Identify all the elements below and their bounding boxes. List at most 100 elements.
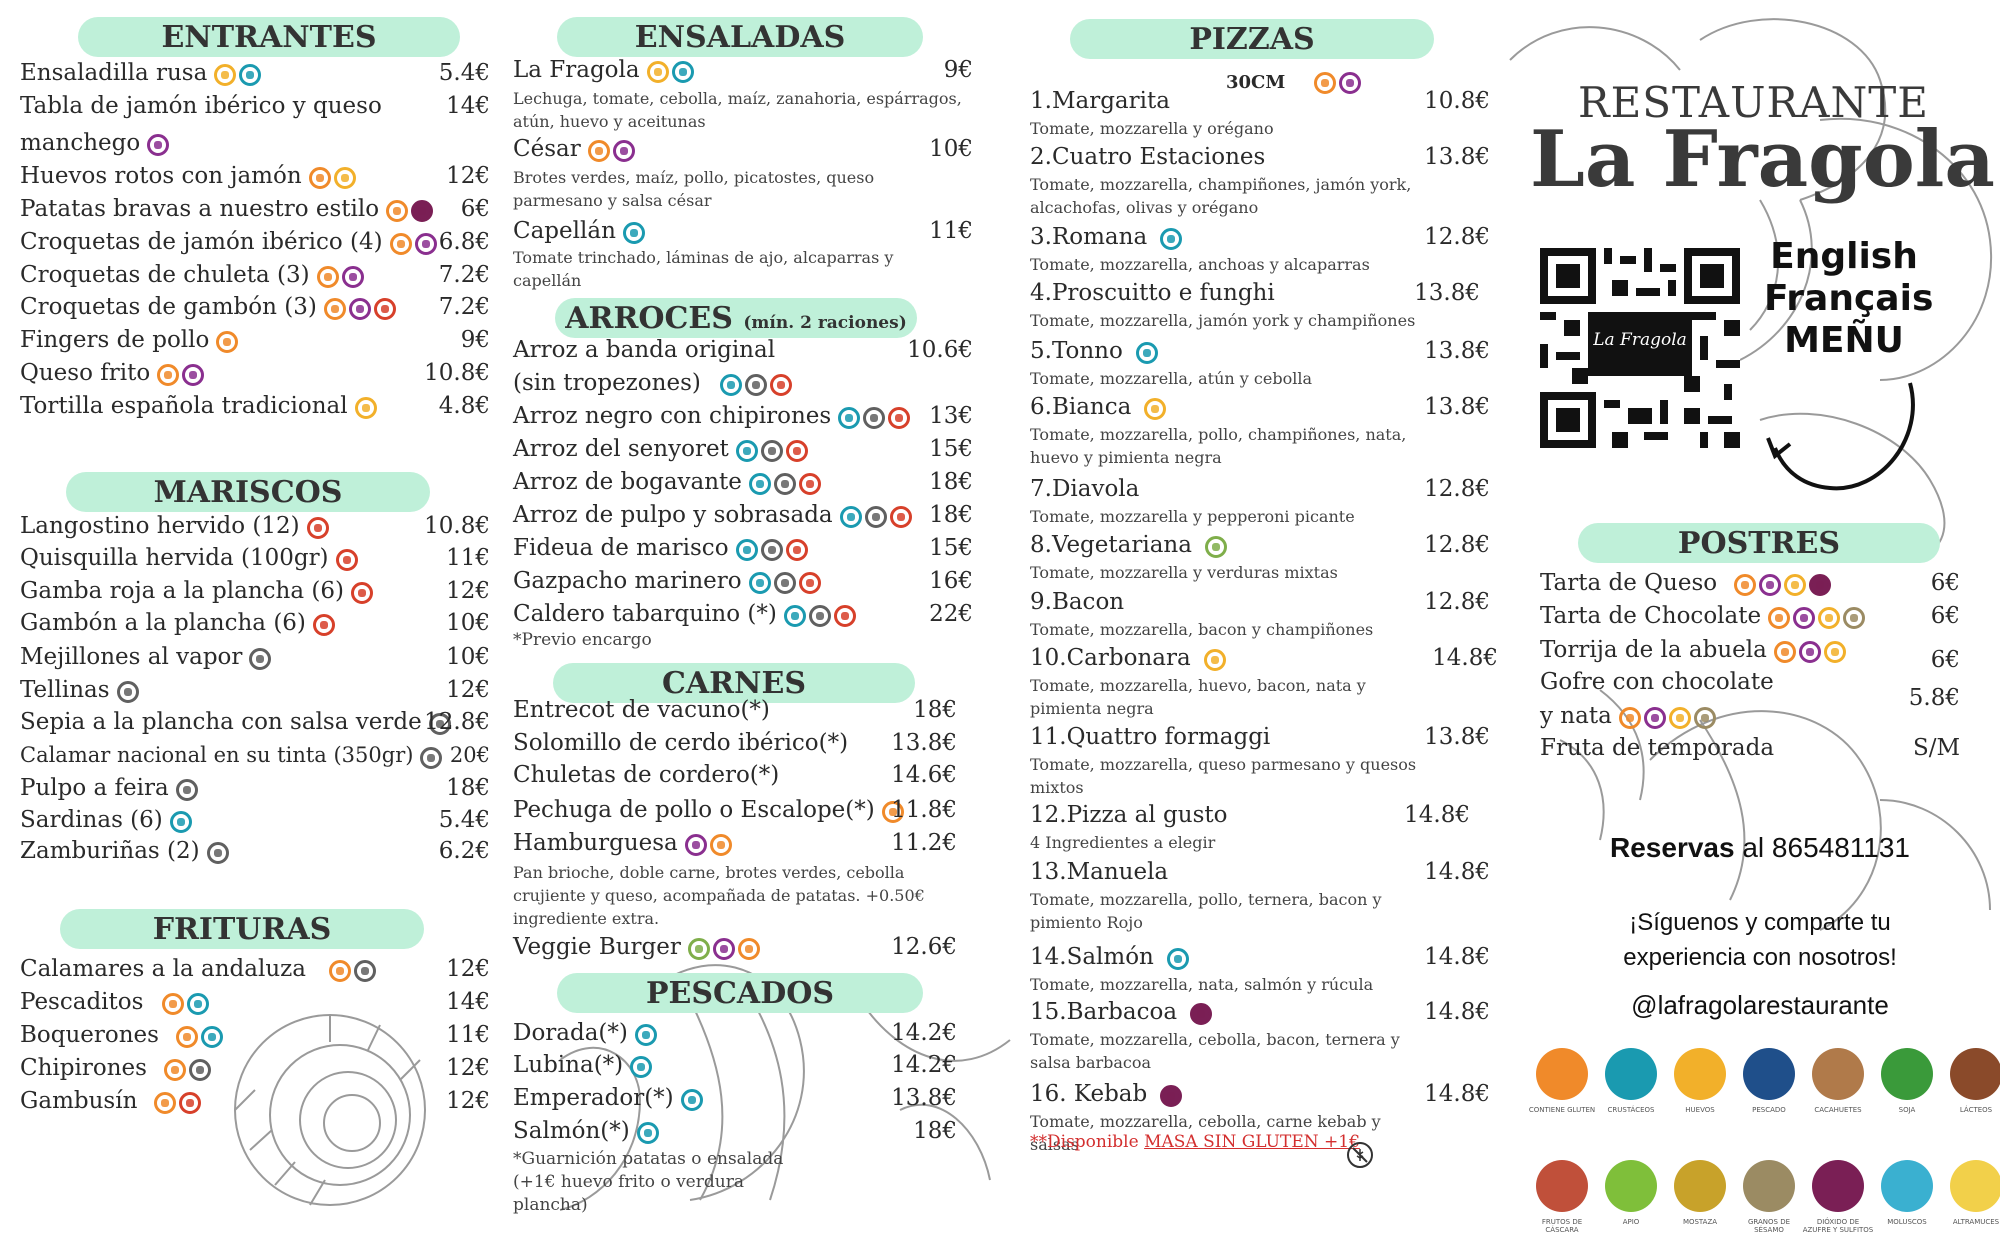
- menu-item: Huevos rotos con jamón 12€: [20, 161, 490, 192]
- menu-item-name: Entrecot de vacuno(*): [513, 697, 770, 723]
- menu-item-price: 10€: [929, 136, 973, 162]
- allergen-icons: [204, 837, 229, 867]
- postres-heading: POSTRES: [1578, 523, 1940, 563]
- menu-item-name: Capellán: [513, 218, 616, 244]
- pizzas-heading: PIZZAS: [1070, 19, 1434, 59]
- menu-item-name: Pescaditos: [20, 989, 144, 1015]
- menu-item: Arroz negro con chipirones 13€: [513, 401, 973, 432]
- menu-item-price: 5.4€: [438, 60, 490, 86]
- milk-icon: [1950, 1048, 2000, 1100]
- pizza-name: 6.Bianca: [1030, 394, 1132, 420]
- pizza-item: 15.Barbacoa 14.8€: [1030, 997, 1490, 1028]
- menu-item-name: Fingers de pollo: [20, 327, 210, 353]
- allergen-icons: [211, 59, 262, 89]
- menu-item-price: 20€: [449, 743, 490, 767]
- menu-item-price: 12€: [446, 1088, 490, 1114]
- menu-item-price: 11.2€: [891, 830, 957, 856]
- menu-item-name: Tarta de Chocolate: [1540, 603, 1762, 629]
- pizza-item: 2.Cuatro Estaciones 13.8€: [1030, 142, 1490, 172]
- reservation-connector: al: [1734, 832, 1772, 863]
- menu-item-name: Quisquilla hervida (100gr): [20, 545, 329, 571]
- pizza-item: 12.Pizza al gusto 14.8€: [1030, 800, 1490, 830]
- menu-item: y nata: [1540, 701, 1960, 732]
- restaurant-name: La Fragola: [1530, 114, 1995, 205]
- menu-item-description: Tomate trinchado, láminas de ajo, alcapa…: [513, 248, 894, 290]
- allergen-icons: [1202, 531, 1227, 561]
- menu-item-price: 18€: [913, 1118, 957, 1144]
- pizza-item: 3.Romana 12.8€: [1030, 222, 1490, 253]
- pizza-price: 14.8€: [1424, 1081, 1490, 1107]
- pizza-description: Tomate, mozzarella, nata, salmón y rúcul…: [1030, 975, 1374, 994]
- allergen-icons: [326, 955, 376, 985]
- social-line-1: ¡Síguenos y comparte tu: [1629, 909, 1891, 936]
- allergen-icons: [632, 1019, 657, 1049]
- allergen-icons: [1133, 337, 1158, 367]
- allergen-label: SOJA: [1898, 1106, 1916, 1114]
- menu-item: Veggie Burger 12.6€: [513, 932, 973, 963]
- menu-item-price: 10€: [446, 610, 490, 636]
- allergen-icons: [634, 1117, 659, 1147]
- allergen-icons: [383, 195, 434, 225]
- pizza-name: 15.Barbacoa: [1030, 999, 1178, 1025]
- allergen-icons: [154, 359, 205, 389]
- menu-item-price: 6€: [460, 196, 490, 222]
- pizza-name: 13.Manuela: [1030, 859, 1169, 885]
- menu-item-price: 7.2€: [438, 262, 490, 288]
- menu-item-price: 9€: [460, 327, 490, 353]
- wheat-icon: [1536, 1048, 1588, 1100]
- menu-item-name: Chipirones: [20, 1055, 147, 1081]
- menu-item-name: Calamares a la andaluza: [20, 956, 306, 982]
- allergen-icons: [678, 1084, 703, 1114]
- allergen-icons: [644, 56, 694, 86]
- allergen-label: LÁCTEOS: [1959, 1106, 1993, 1114]
- allergen-icons: [781, 600, 856, 630]
- menu-item-name: Patatas bravas a nuestro estilo: [20, 196, 380, 222]
- menu-item-price: 18€: [913, 697, 957, 723]
- menu-item-price: 11.8€: [891, 797, 957, 823]
- allergen-icons: [837, 501, 912, 531]
- menu-item-price: 10.6€: [907, 337, 973, 363]
- language-french: Français: [1764, 278, 1934, 319]
- pizza-description: Tomate, mozzarella, queso parmesano y qu…: [1030, 755, 1417, 797]
- allergen-icons: [321, 293, 396, 323]
- qr-code[interactable]: La Fragola: [1540, 248, 1740, 448]
- pizza-item: 10.Carbonara 14.8€: [1030, 643, 1498, 674]
- arroces-subtitle: (mín. 2 raciones): [743, 313, 907, 333]
- pizza-description: Tomate, mozzarella y verduras mixtas: [1030, 563, 1338, 582]
- pizza-name: 5.Tonno: [1030, 338, 1123, 364]
- menu-item: Pulpo a feira 18€: [20, 773, 490, 804]
- menu-item-name: Arroz negro con chipirones: [513, 403, 832, 429]
- pizza-item: 5.Tonno 13.8€: [1030, 336, 1490, 367]
- reservation-phone[interactable]: 865481131: [1771, 832, 1910, 863]
- allergen-icons: [717, 369, 792, 399]
- menu-item-name: Fruta de temporada: [1540, 735, 1775, 761]
- reservation-line: Reservas al 865481131: [1560, 832, 1960, 864]
- menu-item: Caldero tabarquino (*) 22€: [513, 599, 973, 630]
- social-handle[interactable]: @lafragolarestaurante: [1631, 990, 1889, 1020]
- menu-item: Fingers de pollo 9€: [20, 325, 490, 356]
- menu-item: Calamar nacional en su tinta (350gr) 20€: [20, 740, 490, 772]
- pizza-name: 2.Cuatro Estaciones: [1030, 144, 1266, 170]
- menu-item: Gofre con chocolate 5.8€: [1540, 667, 1960, 711]
- menu-item-name: (sin tropezones): [513, 370, 701, 396]
- menu-item: Tarta de Queso 6€: [1540, 568, 1960, 599]
- pizza-price: 12.8€: [1424, 476, 1490, 502]
- mustard-icon: [1674, 1160, 1726, 1212]
- menu-item-price: 10€: [446, 644, 490, 670]
- menu-item-name: Caldero tabarquino (*): [513, 601, 777, 627]
- allergen-label: GRANOS DE SÉSAMO: [1747, 1218, 1791, 1234]
- pizza-item: 13.Manuela 14.8€: [1030, 857, 1490, 887]
- social-line-2: experiencia con nosotros!: [1623, 944, 1897, 971]
- pizza-price: 12.8€: [1424, 224, 1490, 250]
- menu-item-price: 16€: [929, 568, 973, 594]
- allergen-icons: [746, 468, 821, 498]
- pizza-price: 10.8€: [1424, 88, 1490, 114]
- menu-item-name: Pulpo a feira: [20, 775, 169, 801]
- pizza-description: Tomate, mozzarella, pollo, ternera, baco…: [1030, 890, 1382, 932]
- allergen-icons: [348, 577, 373, 607]
- menu-item: Sepia a la plancha con salsa verde 12.8€: [20, 707, 490, 738]
- gluten-note-link[interactable]: MASA SIN GLUTEN +1€: [1144, 1132, 1360, 1152]
- pizza-price: 14.8€: [1424, 999, 1490, 1025]
- allergen-label: APIO: [1622, 1218, 1640, 1226]
- pizza-description: Tomate, mozzarella y pepperoni picante: [1030, 507, 1355, 526]
